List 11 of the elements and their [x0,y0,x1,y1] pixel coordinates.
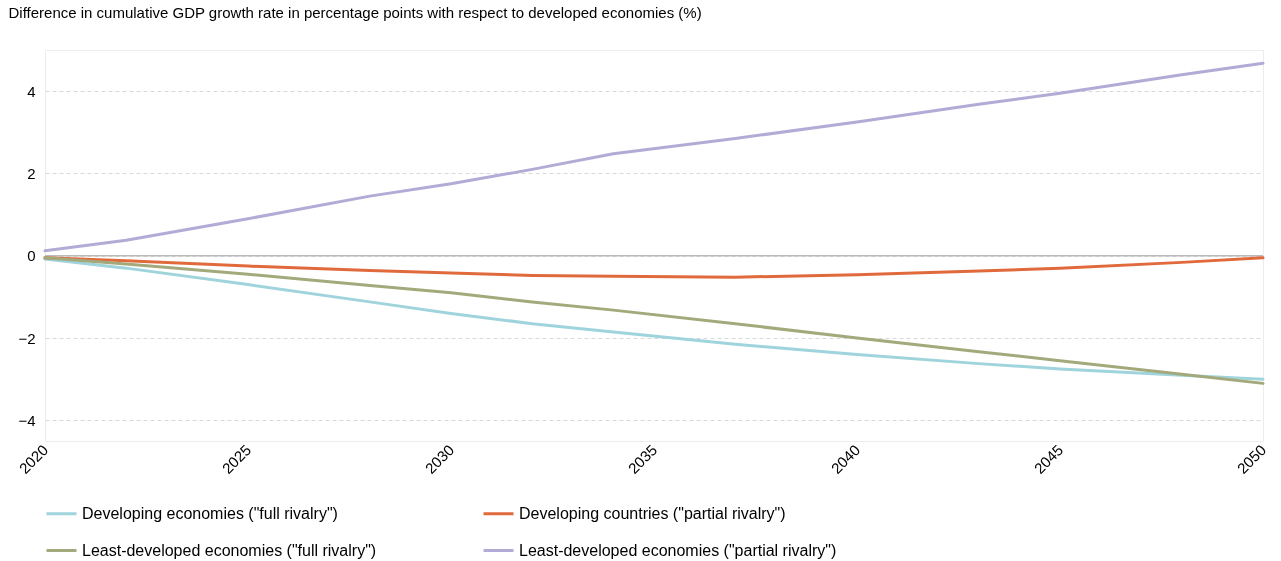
y-tick-label: 0 [27,247,36,265]
y-tick-label: 2 [27,164,36,182]
y-tick-label: 4 [27,82,36,100]
legend-label: Least-developed economies ("full rivalry") [82,541,377,559]
y-tick-label: −4 [18,411,36,429]
y-axis-title: Difference in cumulative GDP growth rate in percentage points with respect to developed economies (%) [8,3,702,21]
line-series [43,61,1265,253]
legend-label: Developing economies ("full rivalry") [82,504,338,522]
legend-label: Developing countries ("partial rivalry") [519,504,786,522]
y-tick-label: −2 [18,329,36,347]
legend-label: Least-developed economies ("partial rivalry") [519,541,837,559]
